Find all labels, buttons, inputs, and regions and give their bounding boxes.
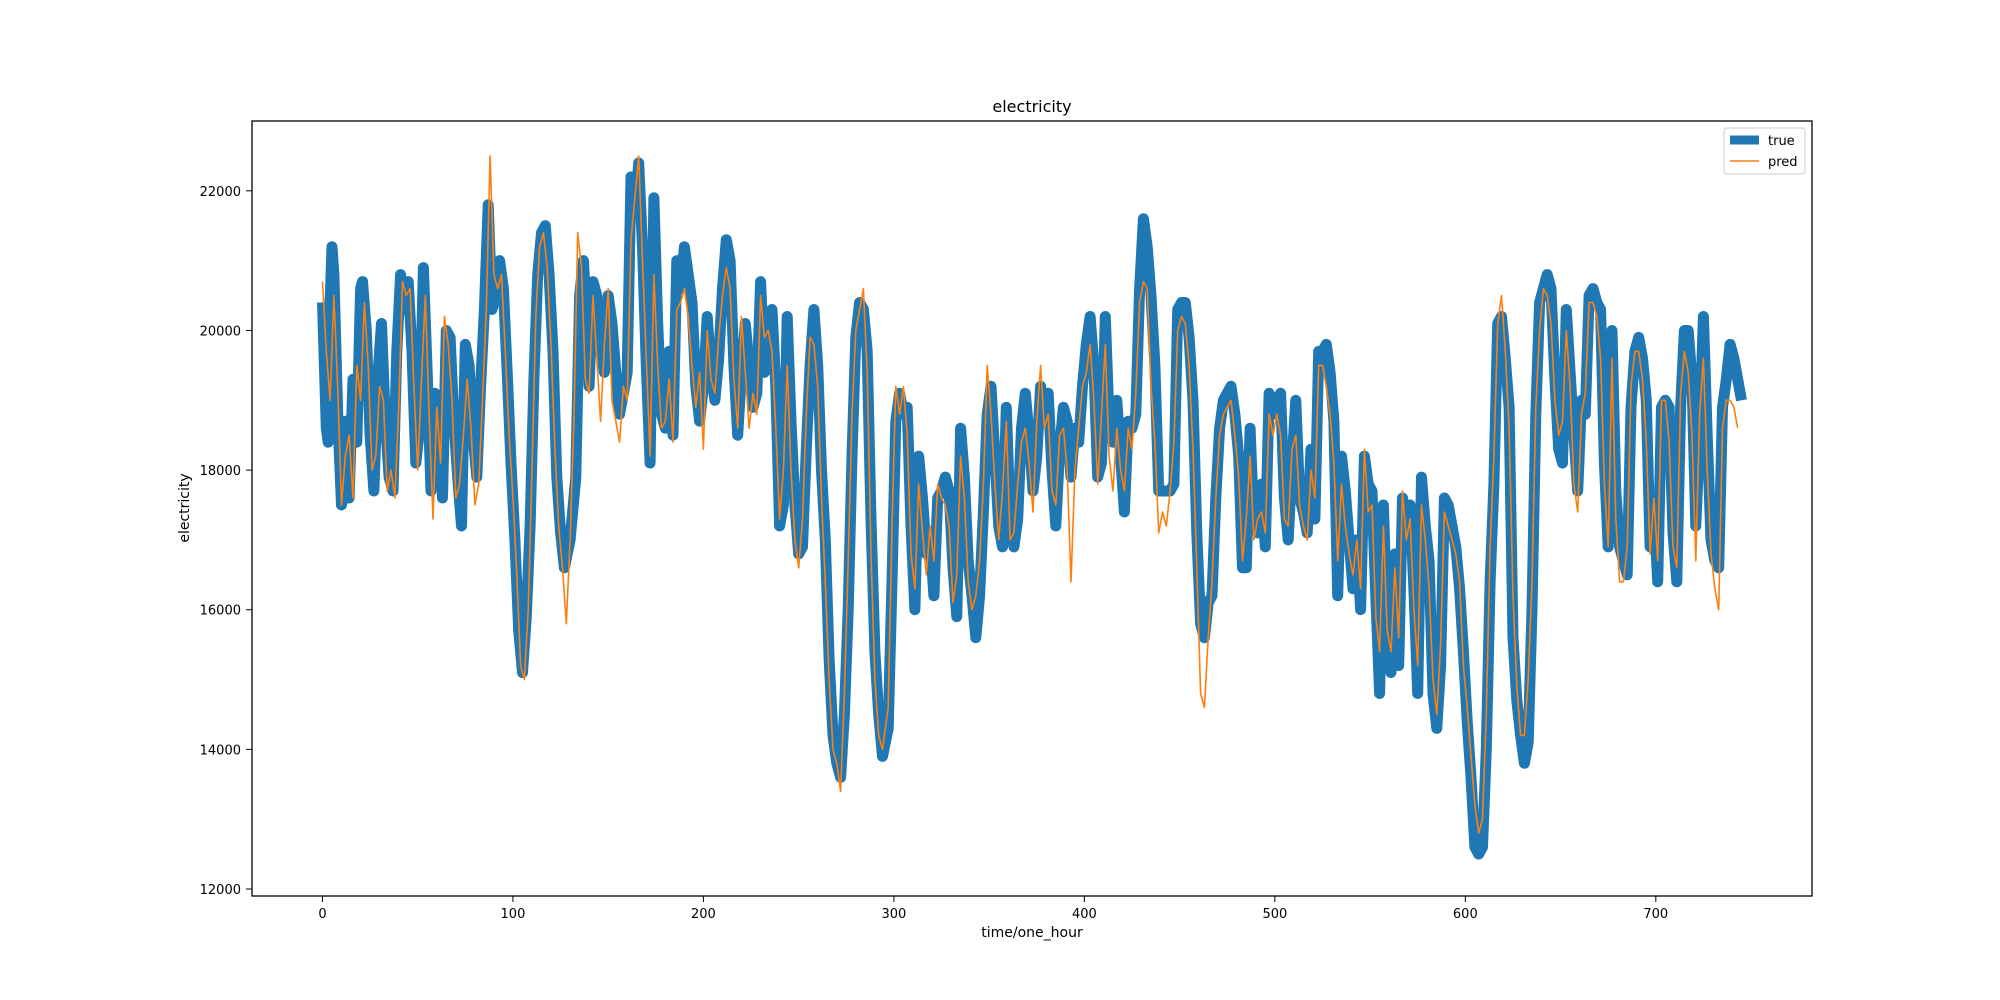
x-tick-label: 300 [881,907,906,922]
legend-label-pred: pred [1768,155,1798,170]
y-tick-label: 16000 [200,604,241,619]
y-tick-label: 14000 [200,743,241,758]
x-tick-label: 500 [1262,907,1287,922]
x-tick-label: 200 [691,907,716,922]
x-axis-label: time/one_hour [981,925,1083,941]
y-tick-label: 12000 [200,883,241,898]
legend-label-true: true [1768,134,1795,149]
x-axis: 0 100 200 300 400 500 600 700 [318,896,1668,922]
x-tick-label: 600 [1453,907,1478,922]
x-tick-label: 400 [1072,907,1097,922]
series-line-pred [321,155,1739,834]
legend: true pred [1723,127,1806,175]
y-tick-label: 22000 [200,185,241,200]
x-tick-label: 0 [318,907,326,922]
y-axis-label: electricity [177,473,193,542]
y-axis: 12000 14000 16000 18000 20000 22000 [200,185,252,898]
x-tick-label: 100 [501,907,526,922]
chart-title: electricity [992,97,1071,116]
series-layer [317,155,1747,860]
plot-area-frame [251,120,1813,897]
y-tick-label: 18000 [200,464,241,479]
x-tick-label: 700 [1643,907,1668,922]
y-tick-label: 20000 [200,324,241,339]
